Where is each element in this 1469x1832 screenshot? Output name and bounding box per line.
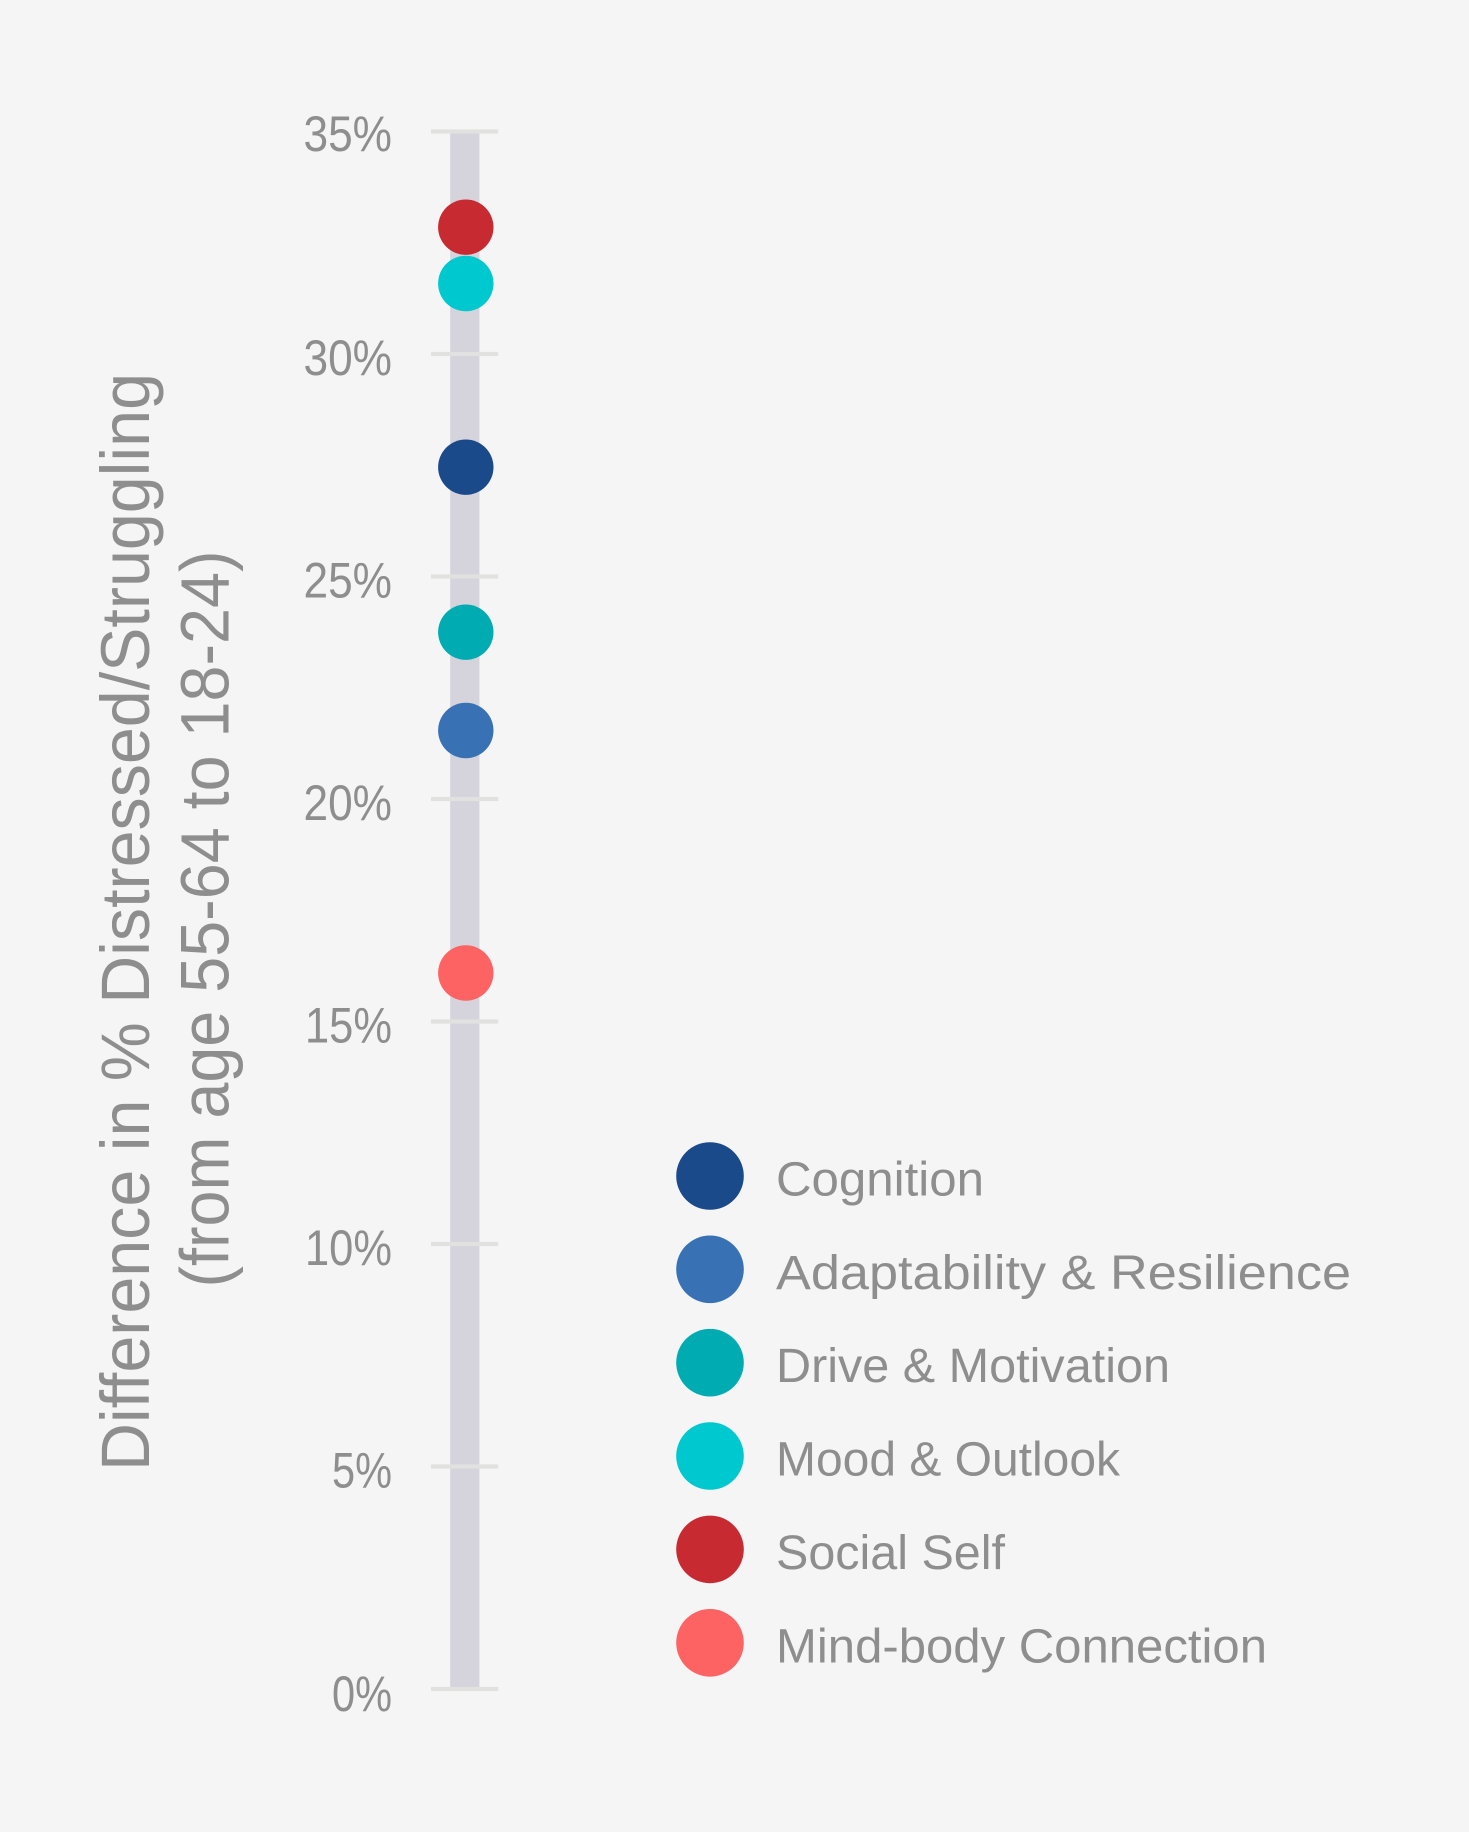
svg-text:Mood & Outlook: Mood & Outlook bbox=[776, 1434, 1121, 1487]
svg-text:30%: 30% bbox=[304, 330, 393, 386]
svg-text:Cognition: Cognition bbox=[776, 1154, 984, 1207]
svg-text:10%: 10% bbox=[305, 1220, 392, 1276]
svg-text:Adaptability & Resilience: Adaptability & Resilience bbox=[776, 1247, 1351, 1300]
svg-text:Difference in % Distressed/Str: Difference in % Distressed/Struggling bbox=[87, 373, 164, 1471]
svg-text:0%: 0% bbox=[332, 1666, 392, 1722]
svg-text:Social Self: Social Self bbox=[776, 1527, 1006, 1580]
svg-text:25%: 25% bbox=[304, 553, 393, 609]
svg-text:5%: 5% bbox=[332, 1443, 392, 1499]
svg-text:35%: 35% bbox=[304, 106, 393, 162]
svg-text:Drive & Motivation: Drive & Motivation bbox=[776, 1340, 1170, 1393]
svg-text:15%: 15% bbox=[305, 998, 392, 1054]
svg-text:(from age 55-64 to 18-24): (from age 55-64 to 18-24) bbox=[167, 551, 244, 1288]
svg-text:Mind-body Connection: Mind-body Connection bbox=[776, 1620, 1267, 1673]
svg-text:20%: 20% bbox=[304, 775, 393, 831]
